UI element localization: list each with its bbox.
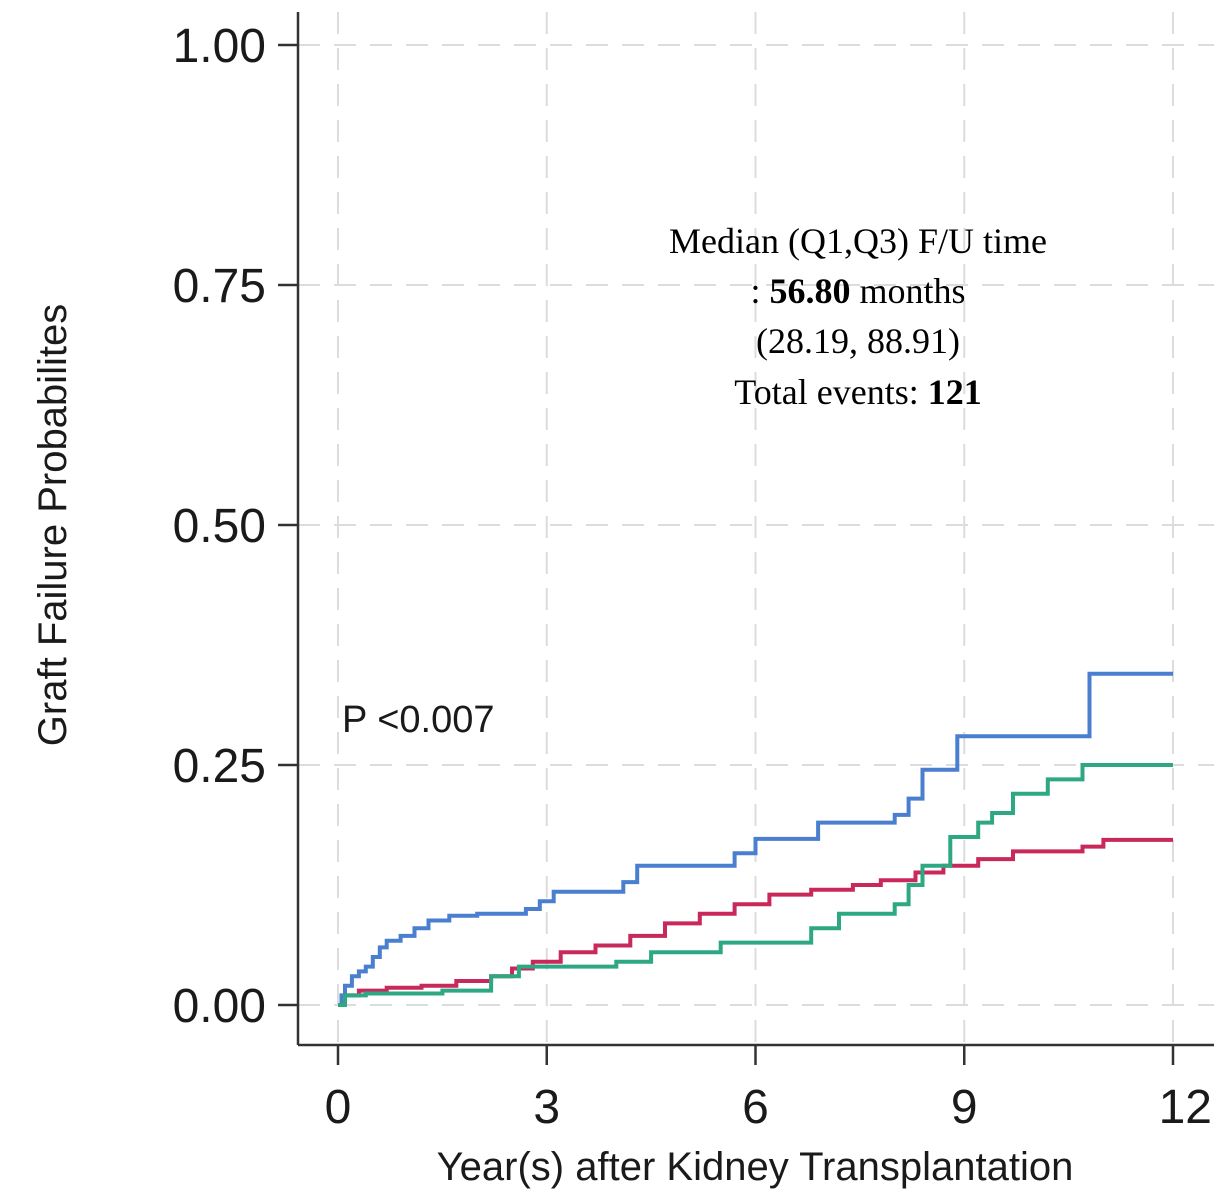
y-axis-title: Graft Failure Probabilites xyxy=(31,304,75,746)
y-tick-label-2: 0.50 xyxy=(173,500,266,553)
x-tick-label-4: 12 xyxy=(1159,1081,1212,1134)
series-line-1 xyxy=(338,837,1173,1007)
y-tick-label-0: 0.00 xyxy=(173,980,266,1033)
x-tick-label-0: 0 xyxy=(325,1081,352,1134)
y-tick-label-4: 1.00 xyxy=(173,20,266,73)
stats-annotation: Median (Q1,Q3) F/U time : 56.80 months (… xyxy=(669,221,1047,412)
y-tick-label-3: 0.75 xyxy=(173,260,266,313)
stats-events-value: 121 xyxy=(928,372,982,412)
series-line-2 xyxy=(338,763,1173,1007)
tick-labels: 0.00 0.25 0.50 0.75 1.00 0 3 6 9 12 xyxy=(173,20,1212,1134)
x-tick-label-1: 3 xyxy=(533,1081,560,1134)
stats-line-1: Median (Q1,Q3) F/U time xyxy=(669,221,1047,261)
stats-line-2: : 56.80 months xyxy=(750,271,965,311)
stats-line-3: (28.19, 88.91) xyxy=(756,321,960,361)
grid-lines xyxy=(298,12,1214,1045)
x-axis-title: Year(s) after Kidney Transplantation xyxy=(437,1145,1074,1189)
x-tick-label-3: 9 xyxy=(951,1081,978,1134)
series-line-0 xyxy=(338,671,1173,1007)
series-lines xyxy=(338,671,1173,1007)
x-tick-label-2: 6 xyxy=(742,1081,769,1134)
y-tick-label-1: 0.25 xyxy=(173,740,266,793)
stats-line-2-prefix: : xyxy=(750,271,769,311)
stats-line-4: Total events: 121 xyxy=(734,372,981,412)
stats-line-2-suffix: months xyxy=(851,271,966,311)
tick-marks xyxy=(278,43,1175,1065)
p-value-label: P <0.007 xyxy=(342,699,495,741)
stats-line-4-prefix: Total events: xyxy=(734,372,927,412)
stats-median-value: 56.80 xyxy=(770,271,851,311)
